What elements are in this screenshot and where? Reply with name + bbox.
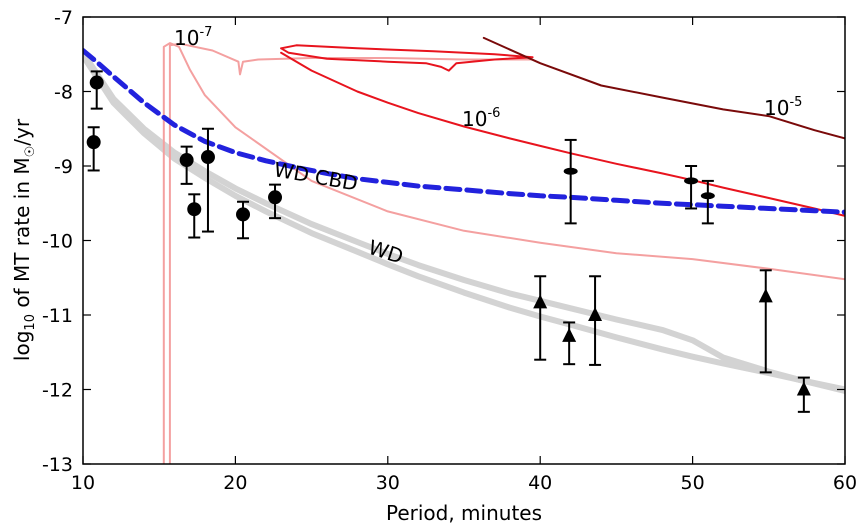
ellipse-point-1-errorbar bbox=[685, 165, 698, 210]
curve-rate-1e6-loop bbox=[280, 44, 534, 72]
circle-point bbox=[236, 207, 251, 222]
triangle-point bbox=[562, 327, 577, 342]
triangle-point bbox=[533, 294, 548, 309]
label-rate-1e-7-exp: -7 bbox=[199, 25, 212, 40]
ellipse-point bbox=[684, 177, 699, 185]
y-axis-title-solar: ☉ bbox=[23, 146, 38, 158]
axes: 10 20 30 40 50 60 -13 -12 -11 -10 -9 -8 -7 bbox=[42, 7, 857, 494]
y-axis-title-main: of MT rate in M bbox=[10, 157, 34, 314]
curve-labels: WD CBD WD 10-7 10-6 10-5 bbox=[174, 25, 802, 269]
label-rate-1e-7-base: 10 bbox=[174, 26, 199, 50]
circle-point-4-errorbar bbox=[201, 127, 214, 233]
ellipse-point bbox=[563, 167, 578, 175]
y-axis-title-log: log bbox=[10, 331, 34, 362]
x-tick-label: 60 bbox=[833, 472, 857, 494]
y-tick-label: -10 bbox=[42, 231, 73, 253]
x-tick-label: 10 bbox=[71, 472, 95, 494]
label-rate-1e-5-base: 10 bbox=[764, 96, 789, 120]
label-rate-1e-6-exp: -6 bbox=[487, 106, 500, 121]
curve-rate-1e7-b bbox=[168, 42, 534, 464]
curve-wd-cbd bbox=[83, 48, 845, 215]
curve-wd-1 bbox=[83, 49, 845, 394]
y-axis-title-sub: 10 bbox=[23, 314, 38, 331]
ellipse-point bbox=[700, 192, 715, 200]
curve-rate-1e5 bbox=[482, 36, 845, 140]
label-wd-cbd: WD CBD bbox=[272, 157, 360, 195]
y-tick-label: -13 bbox=[42, 454, 73, 476]
triangle-point bbox=[796, 381, 811, 396]
data-points bbox=[86, 70, 811, 413]
triangle-point bbox=[588, 307, 603, 321]
label-rate-1e-7: 10-7 bbox=[174, 25, 212, 50]
x-tick-label: 50 bbox=[681, 472, 705, 494]
y-tick-label: -11 bbox=[42, 305, 73, 327]
ellipse-point-2-errorbar bbox=[701, 179, 714, 225]
y-tick-label: -7 bbox=[54, 7, 73, 29]
circle-point bbox=[86, 135, 101, 150]
circle-point bbox=[200, 150, 215, 165]
y-tick-label: -12 bbox=[42, 380, 73, 402]
triangle-point-0-errorbar bbox=[534, 275, 547, 361]
circle-point bbox=[179, 153, 194, 168]
curve-rate-1e6 bbox=[280, 51, 845, 217]
x-axis-title: Period, minutes bbox=[386, 501, 542, 525]
label-wd: WD bbox=[365, 235, 406, 269]
label-rate-1e-5-exp: -5 bbox=[789, 95, 802, 110]
label-rate-1e-5: 10-5 bbox=[764, 95, 802, 120]
x-tick-label: 30 bbox=[376, 472, 400, 494]
triangle-point bbox=[758, 288, 773, 303]
ellipse-point-0-errorbar bbox=[564, 138, 577, 225]
curve-rate-1e7-a bbox=[162, 42, 845, 464]
circle-point bbox=[89, 75, 104, 90]
circle-point bbox=[187, 202, 202, 217]
curve-wd-2 bbox=[83, 52, 845, 393]
y-axis-title-unit: /yr bbox=[10, 118, 34, 146]
y-tick-label: -9 bbox=[54, 156, 73, 178]
x-tick-label: 20 bbox=[223, 472, 247, 494]
curves bbox=[83, 36, 845, 464]
label-rate-1e-6: 10-6 bbox=[462, 106, 500, 131]
circle-point bbox=[268, 190, 283, 205]
y-axis-title: log10 of MT rate in M☉/yr bbox=[10, 118, 38, 361]
triangle-point-3-errorbar bbox=[759, 269, 772, 374]
x-tick-label: 40 bbox=[528, 472, 552, 494]
label-rate-1e-6-base: 10 bbox=[462, 107, 487, 131]
y-tick-label: -8 bbox=[54, 82, 73, 104]
